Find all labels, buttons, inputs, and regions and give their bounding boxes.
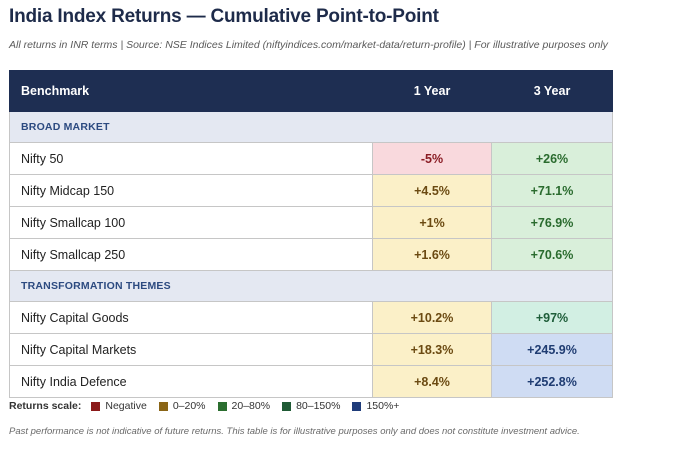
table-row: Nifty Smallcap 250 +1.6% +70.6% bbox=[9, 238, 613, 271]
legend-label: Returns scale: bbox=[9, 400, 82, 412]
one-year-return: +4.5% bbox=[372, 174, 492, 207]
legend-item: 150%+ bbox=[352, 400, 399, 412]
legend-item-label: 150%+ bbox=[366, 400, 400, 412]
legend-item-label: Negative bbox=[105, 400, 147, 412]
column-header-1-year: 1 Year bbox=[372, 70, 492, 112]
legend-item: 80–150% bbox=[282, 400, 340, 412]
one-year-return: +1% bbox=[372, 206, 492, 239]
returns-table: Benchmark 1 Year 3 Year BROAD MARKET Nift… bbox=[9, 70, 613, 398]
benchmark-name: Nifty Smallcap 250 bbox=[9, 238, 373, 271]
benchmark-name: Nifty 50 bbox=[9, 142, 373, 175]
three-year-return: +26% bbox=[491, 142, 613, 175]
legend-swatch bbox=[352, 401, 362, 411]
three-year-return: +71.1% bbox=[491, 174, 613, 207]
three-year-return: +97% bbox=[491, 301, 613, 334]
legend-items: Negative 0–20% 20–80% 80–150% 150%+ bbox=[91, 400, 411, 412]
table-row: Nifty 50 -5% +26% bbox=[9, 142, 613, 175]
returns-scale-legend: Returns scale: Negative 0–20% 20–80% 80–150… bbox=[9, 400, 411, 412]
benchmark-name: Nifty Capital Markets bbox=[9, 333, 373, 366]
legend-item-label: 20–80% bbox=[231, 400, 271, 412]
table-row: Nifty Midcap 150 +4.5% +71.1% bbox=[9, 174, 613, 207]
benchmark-name: Nifty Midcap 150 bbox=[9, 174, 373, 207]
table-body: BROAD MARKET Nifty 50 -5% +26% Nifty Midcap … bbox=[9, 111, 613, 398]
benchmark-name: Nifty Capital Goods bbox=[9, 301, 373, 334]
legend-item: 0–20% bbox=[158, 400, 206, 412]
legend-swatch bbox=[91, 401, 101, 411]
table-row: Nifty Capital Goods +10.2% +97% bbox=[9, 301, 613, 334]
benchmark-name: Nifty India Defence bbox=[9, 365, 373, 398]
legend-swatch bbox=[282, 401, 292, 411]
section-heading: BROAD MARKET bbox=[9, 111, 613, 143]
one-year-return: +18.3% bbox=[372, 333, 492, 366]
three-year-return: +245.9% bbox=[491, 333, 613, 366]
section-row: TRANSFORMATION THEMES bbox=[9, 270, 613, 302]
one-year-return: +1.6% bbox=[372, 238, 492, 271]
legend-item-label: 80–150% bbox=[296, 400, 341, 412]
one-year-return: +8.4% bbox=[372, 365, 492, 398]
column-header-benchmark: Benchmark bbox=[9, 70, 373, 112]
page-title: India Index Returns — Cumulative Point-t… bbox=[9, 6, 439, 27]
legend-item: 20–80% bbox=[217, 400, 271, 412]
benchmark-name: Nifty Smallcap 100 bbox=[9, 206, 373, 239]
one-year-return: -5% bbox=[372, 142, 492, 175]
three-year-return: +76.9% bbox=[491, 206, 613, 239]
page-subtitle: All returns in INR terms | Source: NSE I… bbox=[9, 39, 608, 51]
section-heading: TRANSFORMATION THEMES bbox=[9, 270, 613, 302]
disclaimer-footnote: Past performance is not indicative of fu… bbox=[9, 426, 580, 437]
legend-item: Negative bbox=[91, 400, 147, 412]
column-header-3-year: 3 Year bbox=[491, 70, 613, 112]
table-row: Nifty Smallcap 100 +1% +76.9% bbox=[9, 206, 613, 239]
legend-swatch bbox=[158, 401, 168, 411]
one-year-return: +10.2% bbox=[372, 301, 492, 334]
table-header-row: Benchmark 1 Year 3 Year bbox=[9, 70, 613, 112]
section-row: BROAD MARKET bbox=[9, 111, 613, 143]
table-row: Nifty India Defence +8.4% +252.8% bbox=[9, 365, 613, 398]
legend-item-label: 0–20% bbox=[172, 400, 206, 412]
three-year-return: +252.8% bbox=[491, 365, 613, 398]
table-row: Nifty Capital Markets +18.3% +245.9% bbox=[9, 333, 613, 366]
three-year-return: +70.6% bbox=[491, 238, 613, 271]
legend-swatch bbox=[217, 401, 227, 411]
